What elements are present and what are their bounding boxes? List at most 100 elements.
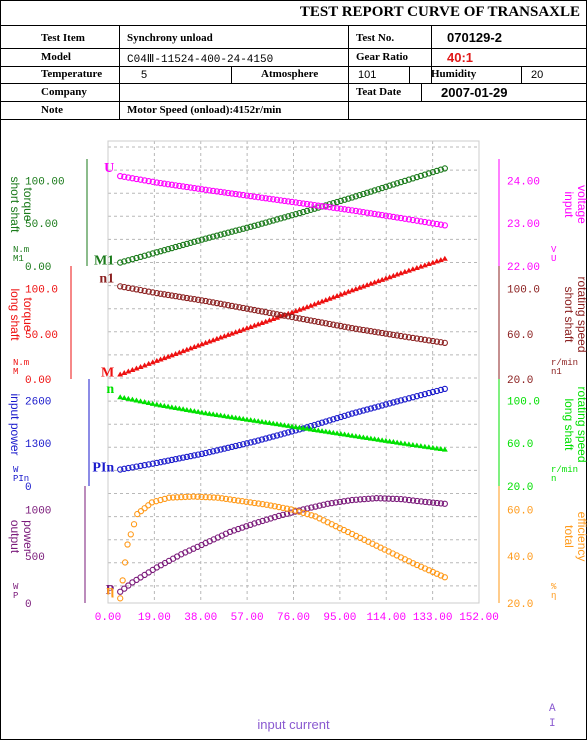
series-marker bbox=[386, 438, 393, 444]
series-marker bbox=[228, 330, 235, 336]
series-marker bbox=[417, 218, 425, 225]
series-marker bbox=[217, 231, 224, 238]
series-marker bbox=[287, 506, 295, 513]
series-marker bbox=[179, 241, 187, 249]
series-marker bbox=[318, 319, 326, 326]
series-marker bbox=[425, 337, 433, 344]
series-marker bbox=[183, 294, 191, 302]
series-marker bbox=[186, 493, 193, 500]
series-marker bbox=[441, 446, 448, 452]
series-marker bbox=[137, 253, 144, 261]
series-marker bbox=[421, 171, 429, 178]
series-marker bbox=[137, 286, 144, 294]
series-marker bbox=[322, 418, 329, 425]
series-marker bbox=[137, 176, 144, 183]
series-marker bbox=[336, 498, 344, 506]
series-marker bbox=[356, 326, 363, 333]
test-no-label: Test No. bbox=[356, 32, 395, 44]
series-marker bbox=[373, 495, 380, 502]
series-marker bbox=[206, 494, 213, 501]
series-marker bbox=[251, 322, 258, 328]
series-marker bbox=[255, 321, 262, 327]
series-marker bbox=[337, 205, 344, 212]
series-marker bbox=[326, 417, 333, 424]
left-axis-symbol: P bbox=[13, 591, 18, 601]
series-marker bbox=[133, 286, 140, 293]
right-axis-title: efficiency bbox=[575, 512, 587, 562]
series-marker bbox=[262, 318, 269, 324]
series-marker bbox=[322, 297, 329, 303]
series-marker bbox=[125, 464, 132, 472]
series-marker bbox=[324, 500, 331, 507]
series-marker bbox=[230, 527, 238, 534]
series-marker bbox=[161, 495, 168, 503]
series-marker bbox=[281, 430, 288, 437]
series-marker bbox=[157, 356, 164, 362]
series-marker bbox=[401, 215, 409, 222]
series-marker bbox=[217, 446, 224, 453]
series-marker bbox=[266, 420, 273, 426]
series-marker bbox=[225, 444, 232, 451]
series-marker bbox=[179, 294, 187, 301]
series-marker bbox=[133, 365, 140, 371]
series-marker bbox=[206, 187, 213, 194]
series-marker bbox=[243, 523, 250, 530]
series-marker bbox=[121, 395, 128, 401]
series-marker bbox=[363, 327, 371, 334]
series-marker bbox=[194, 185, 202, 192]
series-marker bbox=[255, 307, 262, 314]
series-marker bbox=[198, 493, 205, 501]
right-axis-title: input bbox=[562, 191, 576, 218]
left-axis-unit: N.m bbox=[13, 245, 29, 255]
series-marker bbox=[405, 216, 413, 223]
series-marker bbox=[266, 317, 273, 323]
series-marker bbox=[258, 194, 266, 201]
series-marker bbox=[270, 420, 277, 426]
atmosphere-value: 101 bbox=[358, 69, 377, 81]
series-marker bbox=[371, 279, 378, 285]
right-axis-title: short shaft bbox=[562, 286, 576, 343]
series-marker bbox=[285, 213, 292, 220]
series-marker bbox=[133, 254, 140, 262]
series-marker bbox=[149, 178, 156, 185]
series-marker bbox=[217, 334, 224, 340]
series-marker bbox=[194, 296, 202, 303]
series-marker bbox=[425, 219, 433, 226]
series-marker bbox=[341, 323, 348, 330]
series-marker bbox=[437, 257, 444, 263]
series-marker bbox=[330, 416, 337, 423]
gear-ratio-label: Gear Ratio bbox=[356, 51, 409, 63]
series-marker bbox=[263, 501, 270, 508]
series-marker bbox=[172, 243, 179, 251]
right-axis-title: rotating speed bbox=[575, 276, 587, 352]
series-marker bbox=[360, 407, 367, 414]
series-marker bbox=[371, 404, 378, 411]
series-marker bbox=[304, 304, 311, 310]
series-marker bbox=[417, 443, 424, 449]
right-tick-label: 20.0 bbox=[507, 482, 533, 494]
series-marker bbox=[409, 497, 417, 504]
series-marker bbox=[153, 498, 160, 505]
series-marker bbox=[345, 288, 352, 294]
series-marker bbox=[194, 451, 202, 458]
series-marker bbox=[149, 250, 156, 257]
series-marker bbox=[191, 296, 198, 303]
series-marker bbox=[300, 425, 307, 431]
series-marker bbox=[363, 209, 371, 216]
series-marker bbox=[141, 461, 148, 469]
series-marker bbox=[405, 496, 413, 504]
series-marker bbox=[315, 420, 322, 427]
series-marker bbox=[345, 206, 352, 213]
series-marker bbox=[149, 400, 156, 406]
series-marker bbox=[296, 306, 303, 312]
series-marker bbox=[232, 303, 239, 310]
series-marker bbox=[221, 301, 228, 308]
series-marker bbox=[341, 412, 348, 419]
series-marker bbox=[285, 198, 292, 205]
series-marker bbox=[330, 294, 337, 300]
series-marker bbox=[389, 495, 396, 502]
series-marker bbox=[340, 498, 348, 505]
series-marker bbox=[239, 498, 246, 505]
right-axis-symbol: η bbox=[551, 591, 556, 601]
series-marker bbox=[218, 495, 226, 502]
